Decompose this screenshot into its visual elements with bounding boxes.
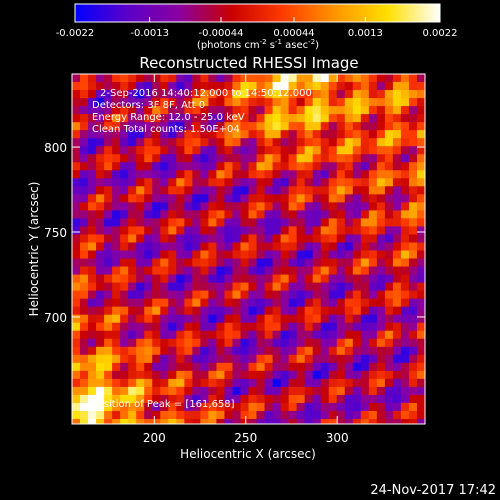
colorbar-ticks: -0.0022 -0.0013 -0.00044 0.00044 0.0013 0.002… xyxy=(56,17,458,39)
annotation-detectors: Detectors: 3F 8F, Att 0 xyxy=(92,100,205,111)
colorbar xyxy=(74,3,441,23)
axis-ticks: 200 250 300 700 750 800 xyxy=(44,74,425,445)
annotation-clean: Clean Total counts: 1.50E+04 xyxy=(92,124,240,135)
y-tick-label: 700 xyxy=(44,311,67,325)
x-axis-label: Heliocentric X (arcsec) xyxy=(180,447,316,461)
plot-frame xyxy=(71,73,426,425)
colorbar-tick-label: 0.0022 xyxy=(423,28,458,39)
y-tick-label: 800 xyxy=(44,141,67,155)
colorbar-tick-label: 0.00044 xyxy=(273,28,314,39)
annotation-peak: Position of Peak = [161,658] xyxy=(92,399,235,410)
colorbar-tick-label: -0.00044 xyxy=(199,28,244,39)
y-axis-label: Heliocentric Y (arcsec) xyxy=(27,182,41,317)
y-tick-label: 750 xyxy=(44,226,67,240)
annotation-time: 2-Sep-2016 14:40:12.000 to 14:50:12.000 xyxy=(100,88,312,99)
colorbar-tick-label: -0.0022 xyxy=(56,28,95,39)
colorbar-tick-label: -0.0013 xyxy=(130,28,169,39)
colorbar-tick-label: 0.0013 xyxy=(348,28,383,39)
colorbar-units: (photons cm-2 s-1 asec-2) xyxy=(197,38,319,51)
heatmap-image xyxy=(72,74,425,424)
chart-title: Reconstructed RHESSI Image xyxy=(139,54,358,72)
x-tick-label: 300 xyxy=(326,431,349,445)
footer-timestamp: 24-Nov-2017 17:42 xyxy=(370,483,496,498)
x-tick-label: 250 xyxy=(234,431,257,445)
x-tick-label: 200 xyxy=(143,431,166,445)
annotation-energy: Energy Range: 12.0 - 25.0 keV xyxy=(92,112,245,123)
